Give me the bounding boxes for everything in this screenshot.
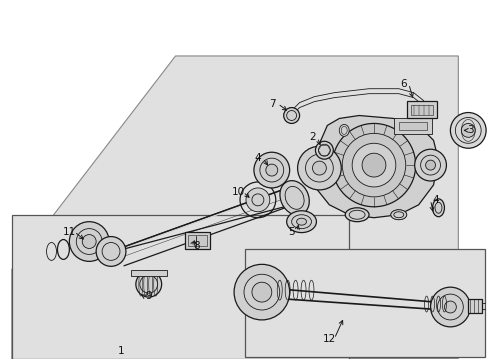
Polygon shape [12,56,457,359]
Bar [12,215,348,359]
Ellipse shape [432,199,444,217]
Text: 4: 4 [254,153,261,163]
Circle shape [312,161,325,175]
Ellipse shape [136,271,162,297]
Text: 12: 12 [322,334,335,344]
Text: 5: 5 [288,226,294,237]
Polygon shape [118,186,297,249]
Circle shape [449,113,485,148]
Circle shape [332,123,415,207]
Circle shape [96,237,126,266]
Bar [131,270,166,276]
Bar [406,100,436,118]
Text: 8: 8 [193,242,199,252]
Bar [393,118,431,134]
Ellipse shape [390,210,406,220]
Ellipse shape [390,210,406,220]
Bar [410,105,432,114]
Ellipse shape [279,181,308,215]
Circle shape [69,222,109,261]
Text: 4: 4 [431,195,438,205]
Ellipse shape [286,211,316,233]
Bar [244,249,484,357]
Circle shape [253,152,289,188]
Circle shape [425,160,435,170]
Polygon shape [314,116,438,218]
Circle shape [82,235,96,248]
Text: 11: 11 [62,226,76,237]
Text: 3: 3 [466,125,472,135]
Ellipse shape [296,218,306,225]
Bar [185,231,210,249]
Text: 9: 9 [145,291,152,301]
Circle shape [444,301,455,313]
Circle shape [245,188,269,212]
Text: 10: 10 [231,187,244,197]
Bar [468,299,481,313]
Ellipse shape [345,208,368,222]
Circle shape [414,149,446,181]
Text: 7: 7 [269,99,276,109]
Bar [398,122,426,130]
Circle shape [265,164,277,176]
Circle shape [361,153,385,177]
Circle shape [315,141,333,159]
Text: 6: 6 [400,79,406,89]
Circle shape [251,282,271,302]
Text: 1: 1 [118,346,124,356]
Circle shape [429,287,469,327]
Bar [188,235,207,247]
Circle shape [460,123,474,137]
Circle shape [234,264,289,320]
Text: 2: 2 [308,132,315,142]
Circle shape [297,146,341,190]
Ellipse shape [339,125,348,136]
Circle shape [283,108,299,123]
Circle shape [351,143,395,187]
